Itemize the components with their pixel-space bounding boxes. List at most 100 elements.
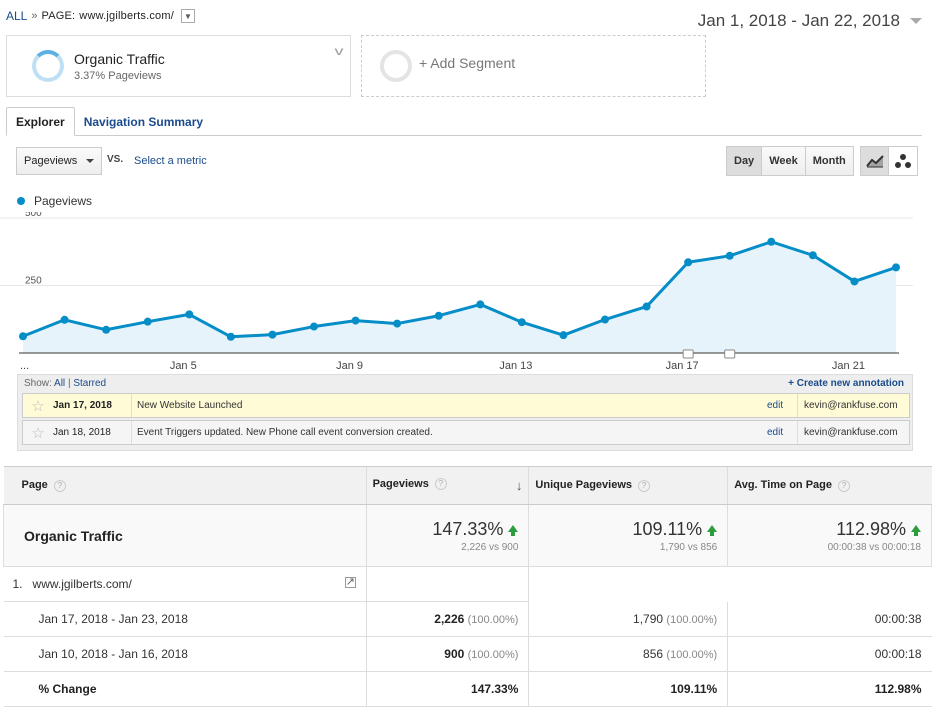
breadcrumb: ALL » PAGE: www.jgilberts.com/ ▼ [6, 9, 195, 23]
table-row: % Change 147.33% 109.11% 112.98% [3, 671, 932, 707]
pageviews-chart[interactable]: 500 250... Jan 5 Jan 9 Jan 13 Jan 17 Jan 21 [0, 212, 934, 374]
month-button[interactable]: Month [804, 147, 853, 175]
add-segment-label: + Add Segment [419, 55, 516, 71]
data-point [310, 322, 318, 331]
annotations-divider: | [67, 378, 71, 389]
breadcrumb-all-link[interactable]: ALL [6, 9, 28, 23]
row-avg-time: 00:00:38 [727, 601, 932, 637]
help-icon[interactable]: ? [638, 479, 650, 492]
report-tabs: Explorer Navigation Summary [6, 107, 922, 136]
data-point [434, 311, 443, 320]
data-point [476, 300, 485, 309]
x-tick-label: Jan 13 [499, 360, 532, 372]
tab-navigation-summary[interactable]: Navigation Summary [83, 114, 204, 129]
annotation-date: Jan 18, 2018 [53, 427, 111, 438]
header-pageviews[interactable]: Pageviews? ↓ [365, 466, 529, 505]
up-arrow-icon [911, 524, 921, 536]
page-row-filler [528, 566, 932, 602]
header-unique-pageviews[interactable]: Unique Pageviews? [528, 466, 728, 505]
date-range-picker[interactable]: Jan 1, 2018 - Jan 22, 2018 [698, 11, 922, 31]
data-point [351, 316, 360, 325]
tab-explorer[interactable]: Explorer [6, 107, 75, 136]
breadcrumb-page-label: PAGE: [41, 10, 76, 22]
segment-avg-time-sub: 00:00:38 vs 00:00:18 [827, 541, 921, 553]
segment-name: Organic Traffic [3, 504, 367, 567]
x-tick-label: Jan 21 [832, 360, 865, 372]
row-date-range: Jan 10, 2018 - Jan 16, 2018 [3, 636, 367, 672]
star-icon[interactable]: ☆ [31, 397, 45, 415]
motion-chart-icon[interactable] [889, 147, 917, 175]
chevron-down-icon[interactable]: v [334, 44, 344, 58]
annotation-edit-link[interactable]: edit [767, 400, 784, 411]
data-point [684, 258, 693, 267]
annotations-show-label: Show: [24, 378, 52, 389]
week-button[interactable]: Week [761, 147, 805, 175]
help-icon[interactable]: ? [434, 478, 447, 491]
data-point [642, 302, 651, 311]
annotations-filter: Show: All | Starred [24, 378, 106, 389]
star-icon[interactable]: ☆ [31, 424, 45, 442]
breadcrumb-separator: » [31, 10, 38, 22]
data-point [19, 332, 27, 341]
change-unique: 109.11% [528, 671, 728, 707]
segment-pageviews-sub: 2,226 vs 900 [461, 541, 519, 553]
help-icon[interactable]: ? [838, 479, 850, 492]
create-annotation-link[interactable]: + Create new annotation [788, 378, 904, 389]
caret-down-icon [86, 159, 95, 163]
caret-down-icon [910, 18, 922, 24]
annotation-marker-icon[interactable] [682, 349, 694, 359]
data-point [808, 251, 817, 260]
table-row: Jan 17, 2018 - Jan 23, 2018 2,226 (100.0… [3, 601, 932, 637]
date-range-label: Jan 1, 2018 - Jan 22, 2018 [697, 11, 900, 30]
change-avg-time: 112.98% [727, 671, 932, 707]
header-avg-time[interactable]: Avg. Time on Page? [727, 466, 932, 505]
annotation-text: Event Triggers updated. New Phone call e… [131, 421, 767, 444]
table-header-row: Page? Pageviews? ↓ Unique Pageviews? Avg.… [3, 466, 932, 505]
add-segment-button[interactable]: + Add Segment [361, 35, 706, 97]
metric-select[interactable]: Pageviews [16, 147, 102, 175]
annotations-starred-link[interactable]: Starred [73, 378, 107, 389]
annotations-panel: Show: All | Starred + Create new annotat… [17, 374, 913, 451]
page-link[interactable]: www.jgilberts.com/ [32, 577, 132, 591]
external-link-icon[interactable]: ↗ [344, 576, 356, 588]
annotations-all-link[interactable]: All [54, 378, 66, 389]
row-pageviews: 2,226 (100.00%) [365, 601, 529, 637]
sort-arrow-icon: ↓ [515, 478, 523, 493]
chart-legend: Pageviews [17, 194, 92, 208]
metric-select-value: Pageviews [24, 155, 78, 167]
data-point [268, 330, 277, 339]
legend-label: Pageviews [34, 194, 93, 208]
y-tick-label: 250 [25, 276, 42, 287]
data-point [725, 251, 734, 260]
segment-organic-traffic[interactable]: Organic Traffic 3.37% Pageviews v [6, 35, 351, 97]
table-row: 1. www.jgilberts.com/ ↗ [3, 566, 932, 602]
data-point [102, 325, 111, 334]
series-line [22, 240, 897, 339]
line-chart-icon[interactable] [861, 147, 889, 175]
data-point [767, 237, 776, 246]
series-area [23, 241, 896, 353]
row-unique: 856 (100.00%) [528, 636, 728, 672]
segment-unique-pageviews: 109.11% 1,790 vs 856 [528, 504, 728, 567]
select-metric-link[interactable]: Select a metric [134, 155, 207, 167]
data-point [143, 317, 152, 326]
header-page[interactable]: Page? [3, 466, 367, 505]
x-tick-label: Jan 9 [336, 360, 363, 372]
annotation-edit-link[interactable]: edit [767, 427, 784, 438]
row-date-range: Jan 17, 2018 - Jan 23, 2018 [3, 601, 367, 637]
annotation-marker-icon[interactable] [724, 349, 736, 359]
y-tick-label: 500 [25, 212, 42, 219]
help-icon[interactable]: ? [53, 479, 66, 492]
x-tick-label: Jan 17 [666, 360, 699, 372]
segment-donut-icon [32, 50, 64, 82]
day-button[interactable]: Day [727, 147, 762, 175]
granularity-toggle: Day Week Month [726, 146, 854, 176]
data-point [226, 332, 235, 341]
empty-donut-icon [380, 50, 412, 82]
chevron-down-icon[interactable]: ▼ [180, 9, 195, 23]
page-cell: 1. www.jgilberts.com/ ↗ [3, 566, 367, 602]
change-label: % Change [3, 671, 367, 707]
chart-type-toggle [860, 146, 918, 176]
annotation-row: ☆ Jan 17, 2018 New Website Launched edit… [22, 393, 910, 418]
segment-subtitle: 3.37% Pageviews [74, 70, 162, 82]
